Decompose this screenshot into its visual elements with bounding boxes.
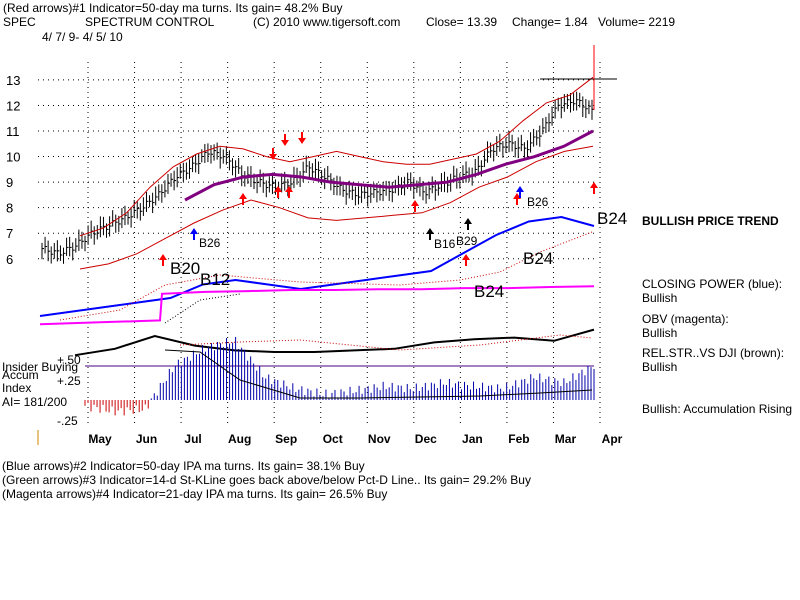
red-sell-arrow [298,132,306,144]
red-buy-arrow [590,182,598,194]
y-tick-label: 8 [6,201,13,216]
red-sell-arrow [269,148,277,160]
obv-title: OBV (magenta): [642,312,729,326]
signal-label-b29: B29 [456,234,478,248]
indicator-lines [39,45,617,357]
relstr-line [74,328,595,357]
x-tick-label: Mar [555,432,577,446]
accum-ma [164,349,593,399]
y-tick-label: 12 [6,98,20,113]
x-axis-ticks: May Jun Jul Aug Sep Oct Nov Dec Jan Feb Mar Apr [88,432,622,446]
chart-grid [37,62,601,445]
signal-label-b12: B12 [200,270,231,289]
x-tick-label: Apr [602,432,623,446]
ma-line [184,129,594,202]
company-name: SPECTRUM CONTROL [85,15,215,29]
red-buy-arrow [411,200,419,212]
signal-label-b20: B20 [170,259,201,278]
signal-label-b16: B16 [434,237,456,251]
x-tick-label: Sep [275,432,297,446]
insider-buying-label: Insider Buying [2,360,79,374]
upper-band-line [79,76,594,237]
accum-tick-bot: -.25 [57,414,78,428]
blue-buy-arrow [190,228,198,240]
y-tick-label: 7 [6,226,13,241]
price-bars [41,91,594,264]
y-axis-ticks: 6 7 8 9 10 11 12 13 [6,73,20,267]
x-tick-label: Aug [228,432,251,446]
footer-blue-arrows: (Blue arrows)#2 Indicator=50-day IPA ma … [2,459,365,473]
red-buy-arrow [239,193,247,205]
footer-magenta-arrows: (Magenta arrows)#4 Indicator=21-day IPA … [2,487,388,501]
red-buy-arrow [462,254,470,266]
copyright-text: (C) 2010 www.tigersoft.com [253,15,401,29]
x-tick-label: Dec [415,432,437,446]
blue-buy-arrow [516,186,524,198]
y-tick-label: 10 [6,150,20,165]
obv-line [39,285,595,326]
signal-label-b24: B24 [523,249,554,268]
signal-label-b24: B24 [597,209,628,228]
x-tick-label: Jun [136,432,157,446]
x-tick-label: Oct [323,432,343,446]
date-range: 4/ 7/ 9- 4/ 5/ 10 [42,30,123,44]
closing-power-value: Bullish [642,291,678,305]
black-buy-arrow [464,218,472,230]
bullish-price-trend: BULLISH PRICE TREND [642,214,779,228]
x-tick-label: Jan [462,432,483,446]
ai-score: AI= 181/200 [2,395,68,409]
closing-power-line [39,215,595,317]
footer-green-arrows: (Green arrows)#3 Indicator=14-d St-KLine… [2,473,531,487]
y-tick-label: 13 [6,73,20,88]
x-tick-label: Nov [368,432,391,446]
lower-band-line [79,145,594,270]
obv-value: Bullish [642,326,678,340]
close-price: Close= 13.39 [426,15,498,29]
accumulation-status: Bullish: Accumulation Rising [642,402,793,416]
index-label: Index [2,381,32,395]
relstr-title: REL.STR..VS DJI (brown): [642,346,785,360]
change-value: Change= 1.84 [512,15,588,29]
accum-tick-mid: +.25 [57,374,81,388]
x-tick-label: May [88,432,112,446]
accum-tick-top: +.50 [57,353,81,367]
accum-label: Accum [2,368,39,382]
ticker-symbol: SPEC [3,15,36,29]
accum-index-bars [84,336,595,416]
red-buy-arrow [285,186,293,198]
obv-ma [164,293,241,324]
header-indicator-line: (Red arrows)#1 Indicator=50-day ma turns… [3,1,343,15]
volume-value: Volume= 2219 [598,15,676,29]
black-buy-arrow [426,228,434,240]
red-buy-arrow [274,186,282,198]
relstr-ma [179,334,593,351]
relstr-value: Bullish [642,360,678,374]
red-buy-arrow [159,254,167,266]
y-tick-label: 6 [6,252,13,267]
x-tick-label: Jul [184,432,201,446]
y-tick-label: 11 [6,124,20,139]
closing-power-title: CLOSING POWER (blue): [642,277,783,291]
closing-power-ma [59,231,593,321]
signal-label-b26: B26 [199,236,221,250]
red-sell-arrow [281,134,289,146]
signal-label-b26: B26 [527,195,549,209]
signal-arrows [159,132,598,266]
x-tick-label: Feb [508,432,529,446]
signal-label-b24: B24 [474,282,505,301]
y-tick-label: 9 [6,175,13,190]
